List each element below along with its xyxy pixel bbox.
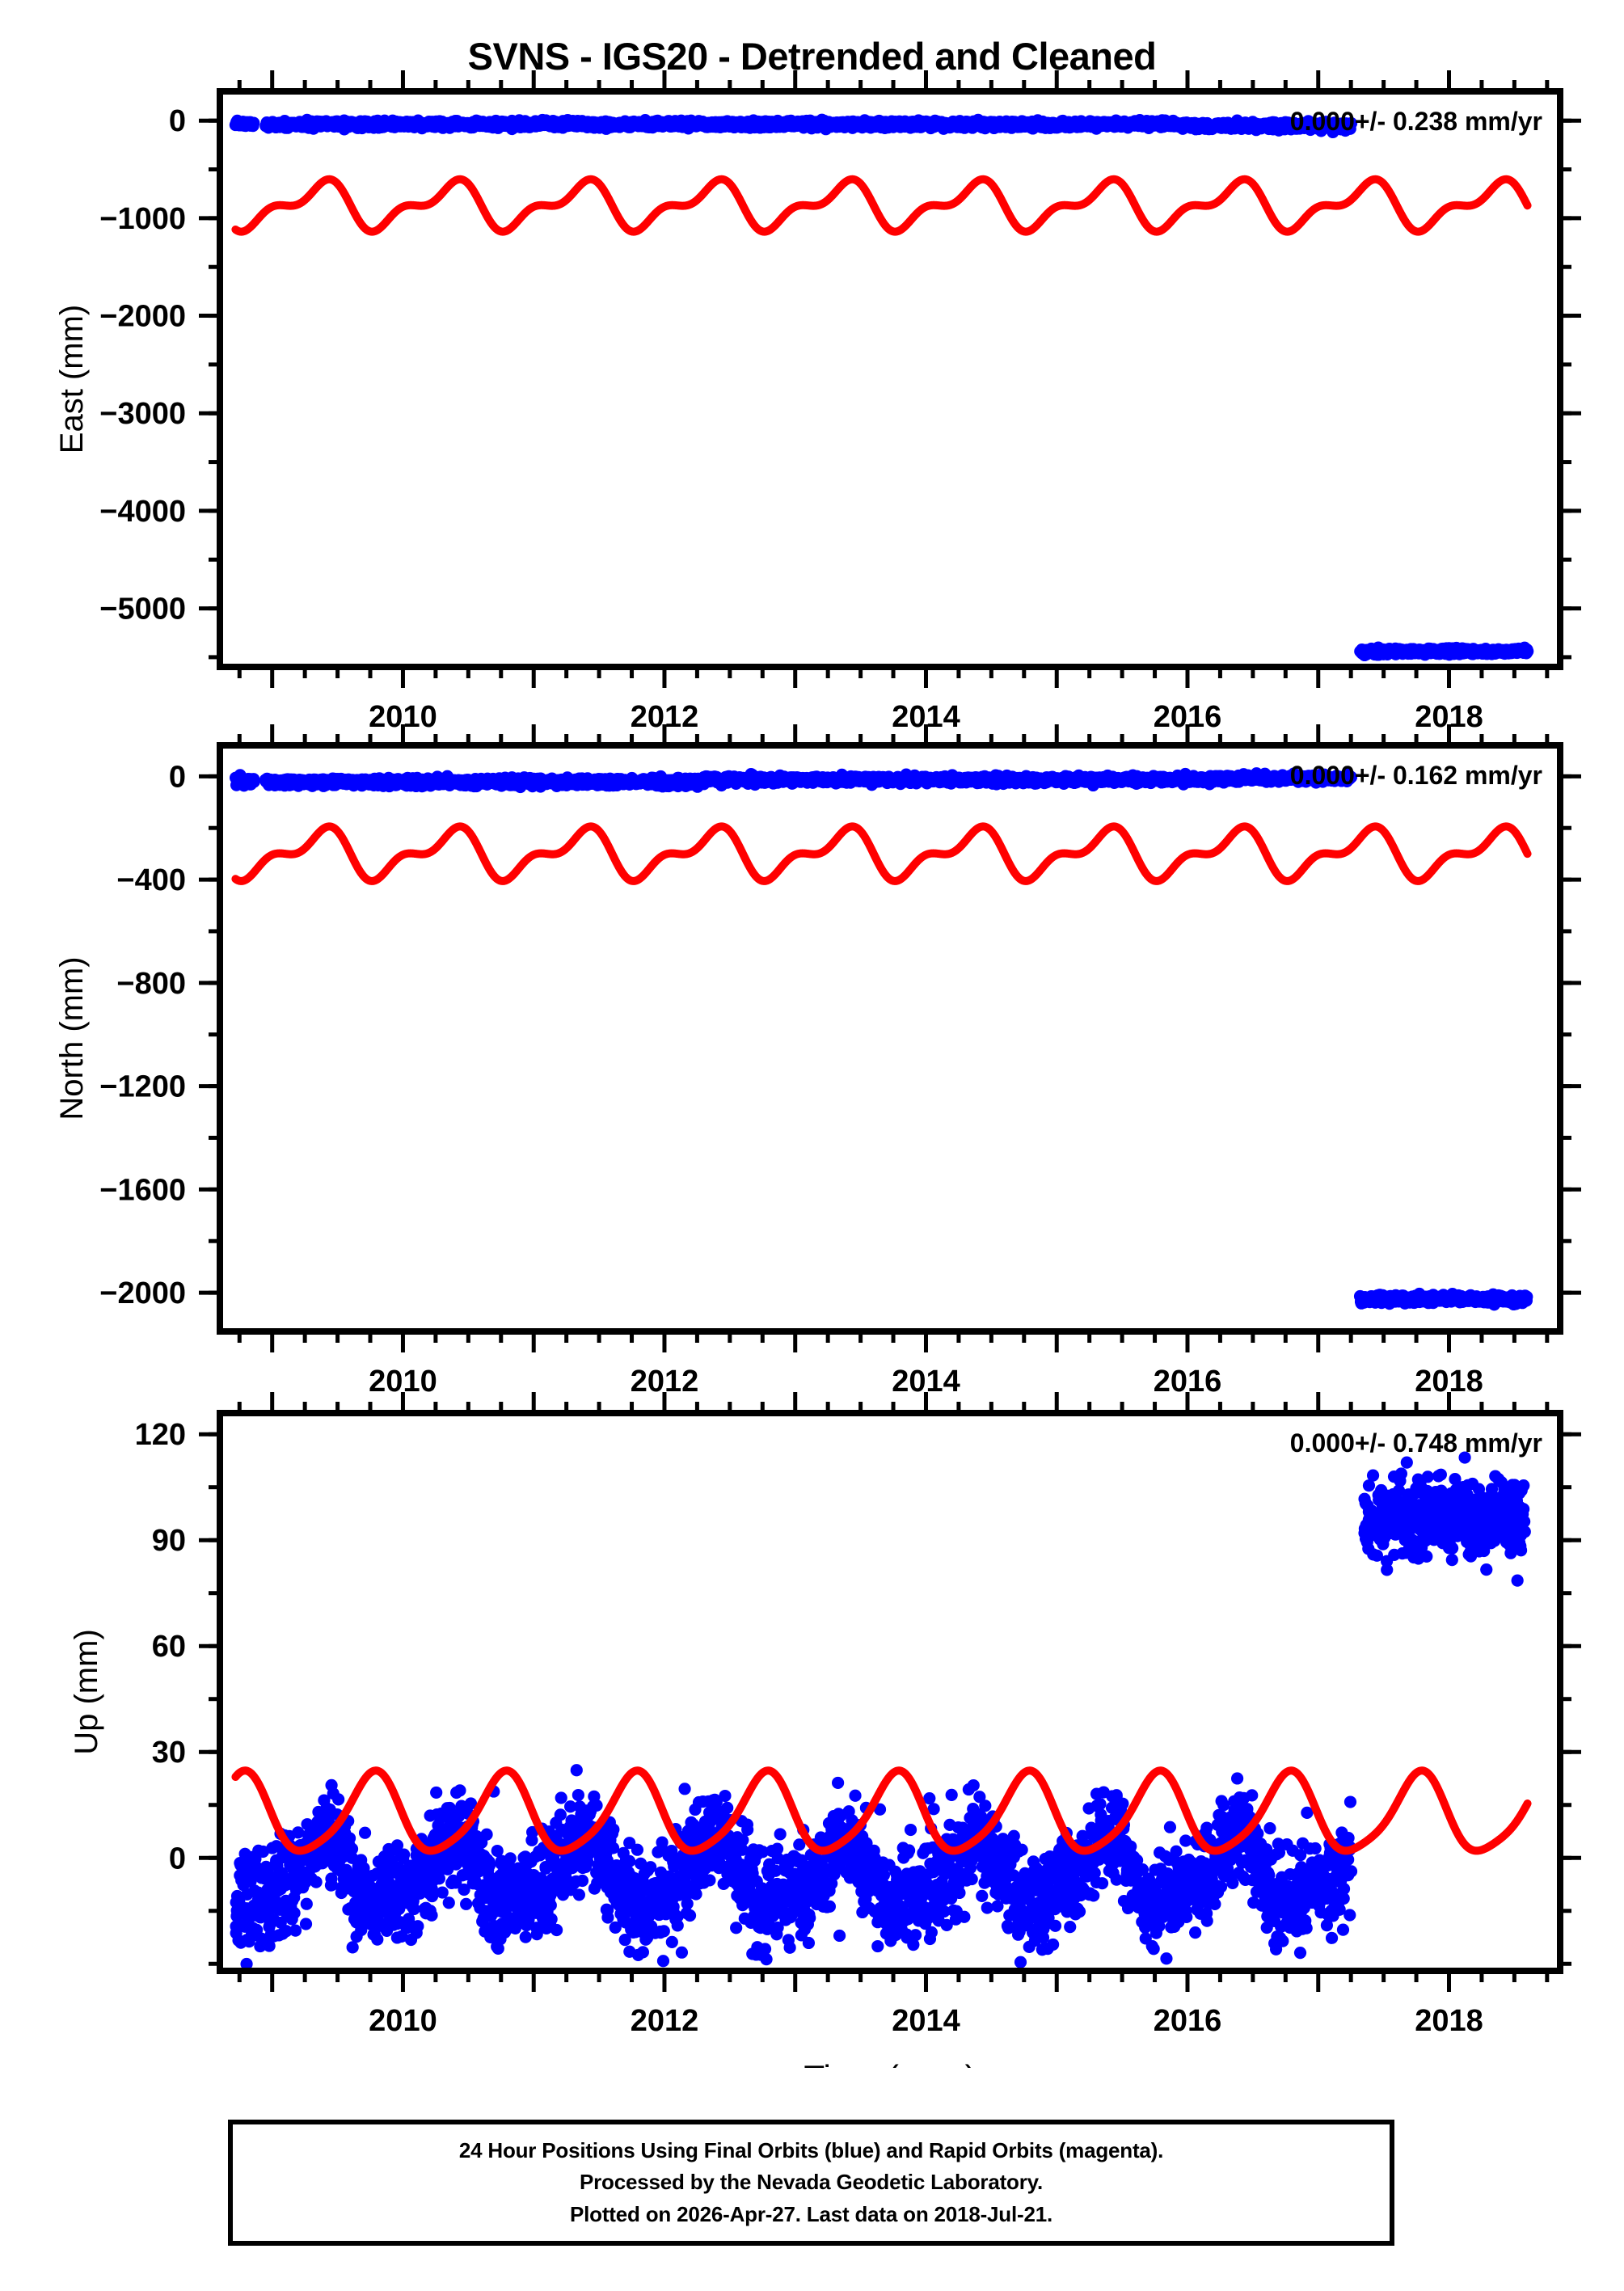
y-axis-title: East (mm)	[54, 305, 90, 454]
seasonal-model-curve	[231, 175, 1532, 236]
y-axis-title: North (mm)	[54, 956, 90, 1120]
y-tick-label: 0	[169, 104, 186, 138]
y-axis-title: Up (mm)	[69, 1629, 104, 1755]
y-tick-label: −1600	[99, 1173, 186, 1207]
x-tick-label: 2016	[1154, 2004, 1222, 2038]
page-title: SVNS - IGS20 - Detrended and Cleaned	[467, 35, 1157, 78]
x-axis-title: Time (year)	[804, 2058, 976, 2068]
y-axis-tick-labels: 0 −400 −800 −1200 −1600 −2000	[99, 760, 186, 1310]
data-points	[1181, 114, 1358, 139]
y-tick-label: −1000	[99, 202, 186, 236]
rate-annotation: 0.000+/- 0.162 mm/yr	[1290, 761, 1542, 790]
chart-up: 2010 2012 2014 2016 2018 120 90 60 30 0 Up (mm) Tim…	[69, 1392, 1581, 2068]
x-axis-ticks	[237, 724, 1550, 1352]
footer-line-processor: Processed by the Nevada Geodetic Laborat…	[579, 2170, 1044, 2195]
chart-east: 2010 2012 2014 2016 20180−1000−2000−3000−400…	[54, 70, 1581, 734]
footer-line-dates: Plotted on 2026-Apr-27. Last data on 201…	[569, 2201, 1053, 2226]
plot-frame	[217, 742, 1563, 1335]
data-points	[1207, 767, 1358, 789]
x-axis-ticks	[237, 1392, 1550, 1992]
y-tick-label: 0	[169, 1842, 186, 1875]
data-points	[1358, 1451, 1531, 1587]
data-layer-north	[229, 767, 1533, 1311]
data-layer-up	[230, 1451, 1532, 1971]
plot-frame	[217, 1410, 1563, 1974]
x-tick-label: 2012	[631, 2004, 699, 2038]
data-points	[259, 770, 711, 794]
x-tick-label: 2010	[369, 2004, 437, 2038]
y-axis-tick-labels: 120 90 60 30 0	[135, 1418, 186, 1875]
y-tick-label: −3000	[99, 397, 186, 431]
y-tick-label: −400	[116, 863, 186, 897]
y-tick-label: 90	[152, 1524, 186, 1558]
data-points	[259, 113, 1194, 136]
y-axis-ticks	[199, 1432, 1581, 1966]
x-axis-ticks	[237, 70, 1550, 688]
plot-frame	[217, 88, 1563, 670]
y-axis-ticks	[199, 118, 1581, 660]
y-tick-label: −2000	[99, 300, 186, 334]
y-tick-label: 0	[169, 760, 186, 794]
y-tick-label: −2000	[99, 1276, 186, 1310]
y-tick-label: 30	[152, 1736, 186, 1770]
data-points	[229, 114, 260, 133]
y-tick-label: −1200	[99, 1070, 186, 1104]
seasonal-model-curve	[231, 822, 1532, 885]
footer-line-orbits: 24 Hour Positions Using Final Orbits (bl…	[458, 2137, 1164, 2162]
y-tick-label: −800	[116, 967, 186, 1001]
x-axis-tick-labels: 2010 2012 2014 2016 2018	[369, 2004, 1483, 2038]
panel-east: 2010 2012 2014 2016 2018 0 −1000 −2000 −3000 −400…	[0, 27, 1624, 764]
data-layer-east	[229, 113, 1534, 662]
footer-caption-box: 24 Hour Positions Using Final Orbits (bl…	[228, 2120, 1394, 2246]
y-tick-label: 60	[152, 1630, 186, 1664]
rate-annotation: 0.000+/- 0.238 mm/yr	[1290, 107, 1542, 136]
panel-north: 2010 2012 2014 2016 2018 0 −400 −800 −1200 −1600−…	[0, 681, 1624, 1428]
y-tick-label: 120	[135, 1418, 186, 1452]
data-points	[1354, 641, 1534, 662]
y-tick-label: −4000	[99, 495, 186, 529]
seasonal-model-curve	[231, 1766, 1532, 1855]
y-tick-label: −5000	[99, 593, 186, 627]
y-axis-tick-labels: 0 −1000 −2000 −3000 −4000 −5000	[99, 104, 186, 626]
data-points	[1353, 1287, 1533, 1311]
x-tick-label: 2014	[892, 2004, 960, 2038]
panel-up: 2010 2012 2014 2016 2018 120 90 60 30 0 Up (mm) Tim…	[0, 1348, 1624, 2068]
data-points	[698, 767, 1221, 792]
x-tick-label: 2018	[1415, 2004, 1483, 2038]
data-points	[229, 769, 260, 792]
data-points	[230, 1764, 1358, 1971]
rate-annotation: 0.000+/- 0.748 mm/yr	[1290, 1428, 1542, 1458]
y-axis-ticks	[199, 774, 1581, 1295]
chart-north: 2010 2012 2014 2016 20180−400−800−1200−1600−…	[54, 724, 1581, 1399]
